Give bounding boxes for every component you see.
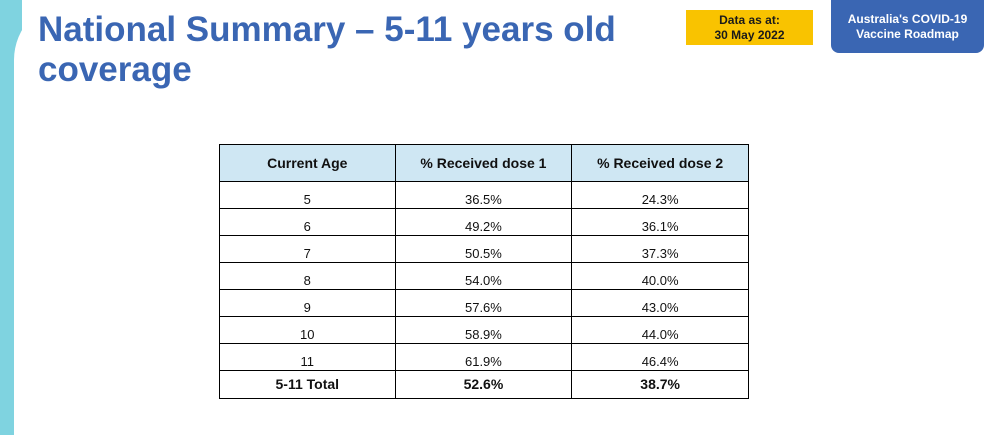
cell-dose-2: 46.4% (571, 343, 749, 371)
cell-age: 5 (219, 181, 396, 209)
cell-age: 6 (219, 208, 396, 236)
cell-dose-1: 61.9% (394, 343, 573, 371)
header-current-age: Current Age (219, 144, 396, 182)
header-dose-1: % Received dose 1 (394, 144, 573, 182)
table-row: 7 50.5% 37.3% (219, 235, 749, 263)
table-row: 9 57.6% 43.0% (219, 289, 749, 317)
table-row: 5 36.5% 24.3% (219, 181, 749, 209)
cell-dose-1: 54.0% (394, 262, 573, 290)
coverage-table: Current Age % Received dose 1 % Received… (219, 144, 749, 399)
cell-age: 8 (219, 262, 396, 290)
table-total-row: 5-11 Total 52.6% 38.7% (219, 370, 749, 399)
cell-dose-1: 49.2% (394, 208, 573, 236)
table-header-row: Current Age % Received dose 1 % Received… (219, 144, 749, 182)
data-date-value: 30 May 2022 (714, 27, 785, 42)
cell-dose-2: 40.0% (571, 262, 749, 290)
table-row: 11 61.9% 46.4% (219, 343, 749, 371)
cell-dose-2: 37.3% (571, 235, 749, 263)
table-row: 6 49.2% 36.1% (219, 208, 749, 236)
data-date-label: Data as at: (719, 12, 780, 27)
data-date-box: Data as at: 30 May 2022 (686, 10, 813, 45)
table-row: 10 58.9% 44.0% (219, 316, 749, 344)
cell-total-dose-1: 52.6% (394, 370, 573, 399)
header-dose-2: % Received dose 2 (571, 144, 749, 182)
cell-age: 11 (219, 343, 396, 371)
cell-dose-2: 36.1% (571, 208, 749, 236)
cell-dose-1: 36.5% (394, 181, 573, 209)
cell-age: 10 (219, 316, 396, 344)
roadmap-badge-line1: Australia's COVID-19 (847, 11, 968, 26)
cell-age: 9 (219, 289, 396, 317)
page-title: National Summary – 5-11 years old covera… (38, 10, 616, 89)
cell-dose-2: 44.0% (571, 316, 749, 344)
roadmap-badge-line2: Vaccine Roadmap (856, 26, 959, 41)
cell-dose-1: 50.5% (394, 235, 573, 263)
cell-dose-2: 24.3% (571, 181, 749, 209)
cell-total-dose-2: 38.7% (571, 370, 749, 399)
table-row: 8 54.0% 40.0% (219, 262, 749, 290)
roadmap-badge: Australia's COVID-19 Vaccine Roadmap (831, 0, 984, 53)
cell-dose-1: 58.9% (394, 316, 573, 344)
cell-dose-1: 57.6% (394, 289, 573, 317)
cell-age: 7 (219, 235, 396, 263)
left-accent-curve (14, 0, 74, 435)
cell-dose-2: 43.0% (571, 289, 749, 317)
cell-total-label: 5-11 Total (219, 370, 396, 399)
